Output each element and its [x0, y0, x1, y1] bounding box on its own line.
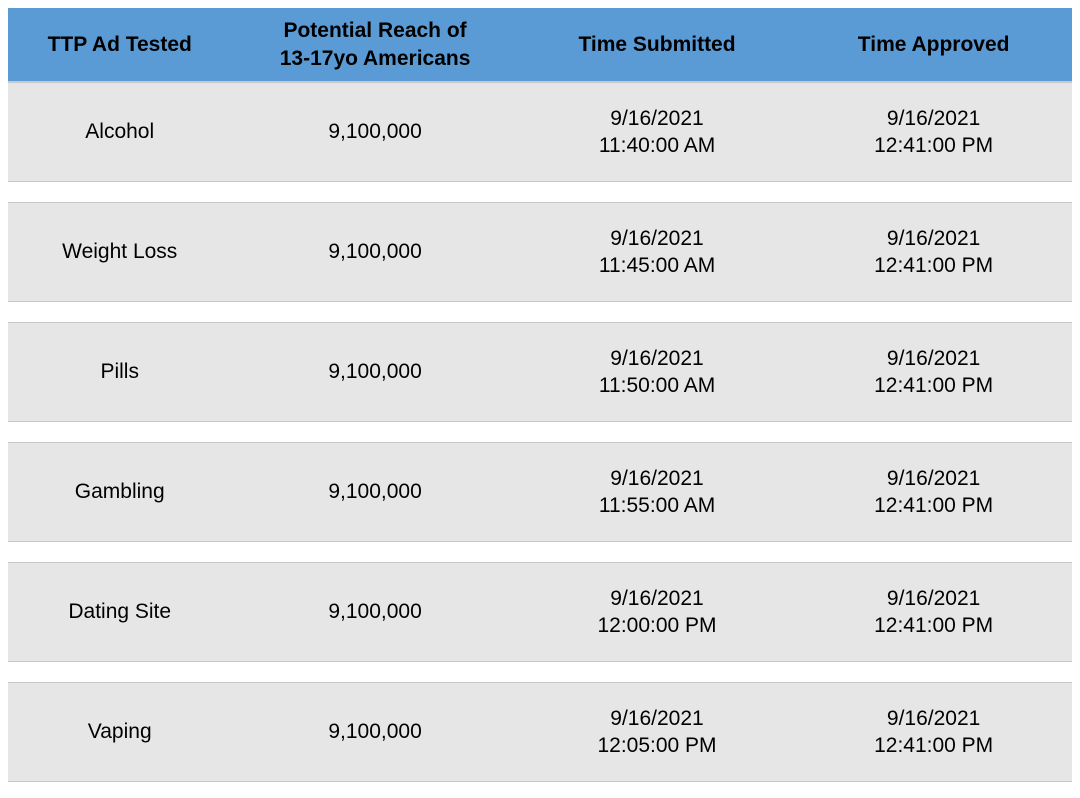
cell-submitted-time: 11:45:00 AM [599, 252, 715, 279]
table-row: Gambling 9,100,000 9/16/2021 11:55:00 AM… [8, 442, 1072, 542]
cell-submitted-time: 11:40:00 AM [599, 132, 715, 159]
row-gap [8, 302, 1072, 322]
cell-approved-time: 12:41:00 PM [874, 492, 993, 519]
cell-ad-tested: Gambling [8, 474, 231, 509]
cell-approved-time: 12:41:00 PM [874, 132, 993, 159]
header-reach-line1: Potential Reach of [283, 17, 466, 44]
cell-approved-date: 9/16/2021 [887, 225, 980, 252]
header-ad-tested: TTP Ad Tested [8, 27, 231, 62]
cell-ad-tested: Vaping [8, 714, 231, 749]
cell-ad-tested: Alcohol [8, 114, 231, 149]
cell-approved-time: 12:41:00 PM [874, 372, 993, 399]
cell-submitted-time: 12:05:00 PM [597, 732, 716, 759]
cell-submitted-date: 9/16/2021 [610, 705, 703, 732]
row-gap [8, 542, 1072, 562]
cell-approved-time: 12:41:00 PM [874, 612, 993, 639]
cell-submitted-time: 12:00:00 PM [597, 612, 716, 639]
cell-approved-date: 9/16/2021 [887, 465, 980, 492]
cell-submitted-date: 9/16/2021 [610, 225, 703, 252]
cell-approved-date: 9/16/2021 [887, 705, 980, 732]
cell-reach: 9,100,000 [231, 594, 518, 629]
row-gap [8, 422, 1072, 442]
cell-submitted: 9/16/2021 12:05:00 PM [519, 701, 796, 764]
header-approved: Time Approved [795, 27, 1072, 62]
row-gap [8, 662, 1072, 682]
cell-approved-date: 9/16/2021 [887, 105, 980, 132]
cell-submitted-time: 11:55:00 AM [599, 492, 715, 519]
row-gap [8, 182, 1072, 202]
cell-submitted-date: 9/16/2021 [610, 345, 703, 372]
table-row: Dating Site 9,100,000 9/16/2021 12:00:00… [8, 562, 1072, 662]
cell-reach: 9,100,000 [231, 114, 518, 149]
cell-ad-tested: Pills [8, 354, 231, 389]
cell-reach: 9,100,000 [231, 354, 518, 389]
cell-ad-tested: Dating Site [8, 594, 231, 629]
cell-submitted: 9/16/2021 12:00:00 PM [519, 581, 796, 644]
table-row: Pills 9,100,000 9/16/2021 11:50:00 AM 9/… [8, 322, 1072, 422]
table-header-row: TTP Ad Tested Potential Reach of 13-17yo… [8, 8, 1072, 82]
cell-submitted: 9/16/2021 11:40:00 AM [519, 101, 796, 164]
cell-approved: 9/16/2021 12:41:00 PM [795, 581, 1072, 644]
cell-submitted-date: 9/16/2021 [610, 465, 703, 492]
cell-submitted-date: 9/16/2021 [610, 585, 703, 612]
cell-approved-time: 12:41:00 PM [874, 732, 993, 759]
cell-reach: 9,100,000 [231, 714, 518, 749]
cell-approved: 9/16/2021 12:41:00 PM [795, 461, 1072, 524]
cell-approved: 9/16/2021 12:41:00 PM [795, 701, 1072, 764]
header-reach: Potential Reach of 13-17yo Americans [231, 13, 518, 76]
cell-ad-tested: Weight Loss [8, 234, 231, 269]
table-row: Weight Loss 9,100,000 9/16/2021 11:45:00… [8, 202, 1072, 302]
cell-approved: 9/16/2021 12:41:00 PM [795, 101, 1072, 164]
cell-approved-date: 9/16/2021 [887, 345, 980, 372]
cell-submitted-time: 11:50:00 AM [599, 372, 715, 399]
cell-approved-date: 9/16/2021 [887, 585, 980, 612]
ad-approval-table: TTP Ad Tested Potential Reach of 13-17yo… [8, 8, 1072, 782]
cell-submitted: 9/16/2021 11:50:00 AM [519, 341, 796, 404]
cell-approved-time: 12:41:00 PM [874, 252, 993, 279]
cell-approved: 9/16/2021 12:41:00 PM [795, 341, 1072, 404]
cell-reach: 9,100,000 [231, 474, 518, 509]
cell-approved: 9/16/2021 12:41:00 PM [795, 221, 1072, 284]
cell-submitted: 9/16/2021 11:55:00 AM [519, 461, 796, 524]
header-submitted: Time Submitted [519, 27, 796, 62]
cell-submitted: 9/16/2021 11:45:00 AM [519, 221, 796, 284]
header-reach-line2: 13-17yo Americans [280, 45, 471, 72]
table-row: Alcohol 9,100,000 9/16/2021 11:40:00 AM … [8, 82, 1072, 182]
cell-submitted-date: 9/16/2021 [610, 105, 703, 132]
table-row: Vaping 9,100,000 9/16/2021 12:05:00 PM 9… [8, 682, 1072, 782]
cell-reach: 9,100,000 [231, 234, 518, 269]
